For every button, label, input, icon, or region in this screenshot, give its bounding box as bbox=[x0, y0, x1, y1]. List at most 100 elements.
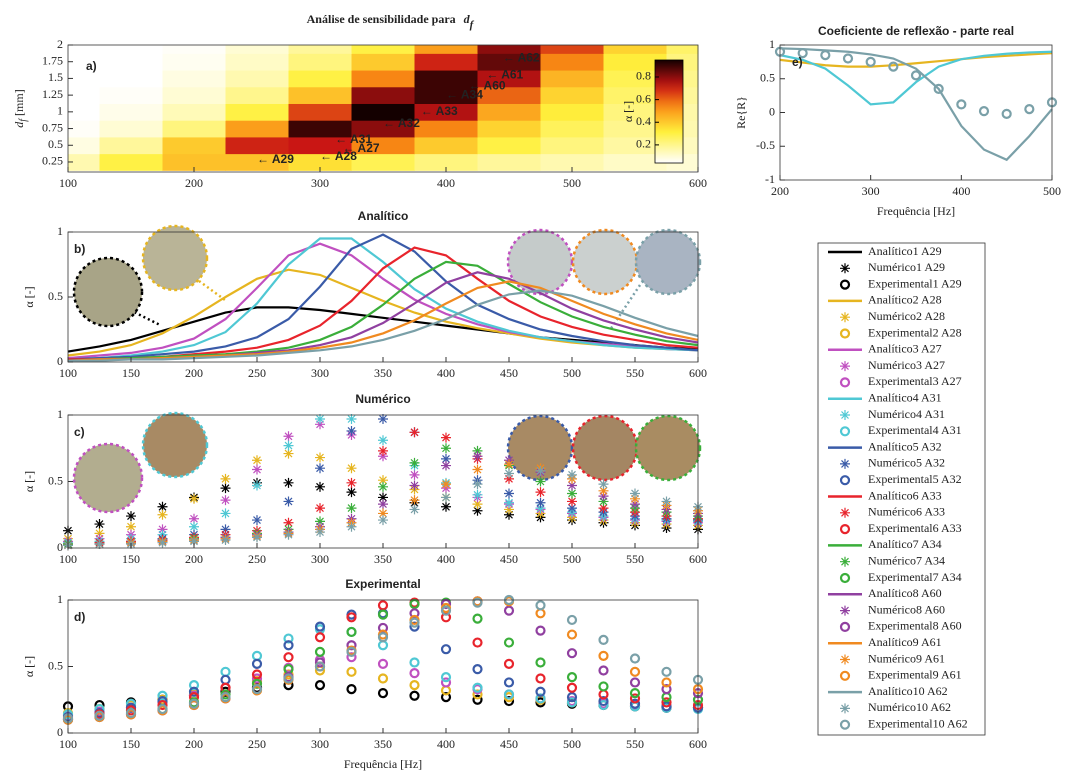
circle-marker bbox=[598, 681, 609, 692]
heat-cell bbox=[162, 153, 226, 171]
asterisk-marker bbox=[283, 431, 294, 442]
legend-label: Analítico1 A29 bbox=[868, 244, 942, 258]
legend-label: Experimental7 A34 bbox=[868, 570, 962, 584]
heat-cell bbox=[162, 120, 226, 138]
x-tick-label: 400 bbox=[437, 366, 455, 380]
connector bbox=[608, 284, 642, 331]
y-axis-label: Re{R} bbox=[734, 96, 748, 129]
y-tick-label: 1 bbox=[57, 104, 63, 118]
legend-circle bbox=[839, 523, 851, 535]
heat-cell bbox=[540, 53, 604, 71]
circle-marker bbox=[978, 106, 990, 117]
circle-marker bbox=[377, 658, 389, 669]
asterisk-marker bbox=[630, 488, 640, 499]
x-tick-label: 100 bbox=[59, 176, 77, 190]
series-line bbox=[67, 280, 699, 362]
heat-cell bbox=[414, 120, 478, 138]
heat-cell bbox=[68, 103, 100, 121]
circle-marker bbox=[251, 658, 263, 669]
x-tick-label: 150 bbox=[122, 737, 140, 751]
heat-cell bbox=[603, 86, 667, 104]
circle-marker bbox=[629, 693, 641, 704]
heat-cell bbox=[603, 45, 667, 54]
circle-marker bbox=[220, 666, 231, 677]
circle-marker bbox=[377, 622, 389, 634]
heat-cell bbox=[288, 70, 352, 88]
circle-marker bbox=[503, 689, 515, 700]
asterisk-marker bbox=[378, 445, 388, 456]
asterisk-marker bbox=[283, 496, 294, 507]
y-tick-label: 1 bbox=[57, 224, 63, 238]
annotation: ← A62 bbox=[503, 51, 540, 65]
circle-marker bbox=[598, 695, 609, 707]
x-tick-label: 550 bbox=[626, 552, 644, 566]
heat-cell bbox=[68, 86, 100, 104]
circle-marker bbox=[409, 621, 420, 632]
circle-marker bbox=[797, 47, 808, 59]
y-tick-label: 0.5 bbox=[48, 658, 63, 672]
circle-marker bbox=[842, 53, 854, 64]
circle-marker bbox=[472, 664, 483, 675]
photo bbox=[72, 256, 144, 328]
heat-cell bbox=[414, 136, 478, 155]
asterisk-marker bbox=[220, 535, 231, 546]
heat-cell bbox=[540, 153, 604, 171]
legend-box bbox=[817, 242, 986, 736]
asterisk-marker bbox=[283, 517, 294, 528]
circle-marker bbox=[283, 633, 294, 644]
asterisk-marker bbox=[346, 487, 357, 498]
x-tick-label: 200 bbox=[185, 366, 203, 380]
circle-marker bbox=[94, 710, 105, 721]
x-tick-label: 400 bbox=[437, 176, 455, 190]
y-axis-label: α [-] bbox=[22, 286, 36, 307]
legend-label: Experimental3 A27 bbox=[868, 374, 962, 388]
circle-marker bbox=[346, 640, 357, 651]
asterisk-marker bbox=[598, 491, 609, 502]
asterisk-marker bbox=[315, 527, 325, 538]
legend-label: Numérico6 A33 bbox=[868, 505, 945, 519]
asterisk-marker bbox=[189, 493, 199, 504]
heat-cell bbox=[414, 153, 478, 171]
circle-marker bbox=[566, 682, 578, 693]
circle-marker bbox=[661, 677, 672, 688]
heat-cell bbox=[225, 53, 289, 71]
circle-marker bbox=[503, 658, 515, 669]
legend-asterisk bbox=[840, 361, 850, 372]
x-tick-label: 200 bbox=[185, 737, 203, 751]
y-tick-label: 1.25 bbox=[42, 87, 63, 101]
circle-marker bbox=[314, 621, 326, 632]
title-sub: f bbox=[470, 19, 475, 31]
x-tick-label: 100 bbox=[59, 737, 77, 751]
legend-circle bbox=[839, 475, 851, 486]
heat-cell bbox=[288, 120, 352, 138]
panel-label: e) bbox=[792, 55, 803, 69]
asterisk-marker bbox=[378, 481, 388, 492]
heat-cell bbox=[540, 70, 604, 88]
circle-marker bbox=[472, 682, 483, 693]
asterisk-marker bbox=[441, 460, 451, 471]
x-tick-label: 200 bbox=[185, 176, 203, 190]
circle-marker bbox=[251, 650, 263, 661]
circle-marker bbox=[503, 695, 515, 707]
y-axis-label: α [-] bbox=[22, 471, 36, 492]
asterisk-marker bbox=[409, 495, 420, 506]
asterisk-marker bbox=[504, 488, 514, 499]
circle-marker bbox=[865, 56, 876, 67]
asterisk-marker bbox=[346, 503, 357, 514]
circle-marker bbox=[535, 693, 546, 704]
x-tick-label: 300 bbox=[311, 366, 329, 380]
x-tick-label: 300 bbox=[311, 552, 329, 566]
heat-cell bbox=[477, 136, 541, 155]
heat-cell bbox=[603, 70, 667, 88]
circle-marker bbox=[220, 682, 231, 693]
heat-cell bbox=[162, 45, 226, 54]
x-tick-label: 200 bbox=[771, 184, 789, 198]
asterisk-marker bbox=[378, 475, 388, 486]
legend-label: Numérico8 A60 bbox=[868, 602, 945, 616]
circle-marker bbox=[314, 680, 326, 691]
asterisk-marker bbox=[409, 480, 420, 491]
legend-label: Analítico3 A27 bbox=[868, 342, 942, 356]
asterisk-marker bbox=[378, 435, 388, 446]
heat-cell bbox=[225, 136, 289, 155]
